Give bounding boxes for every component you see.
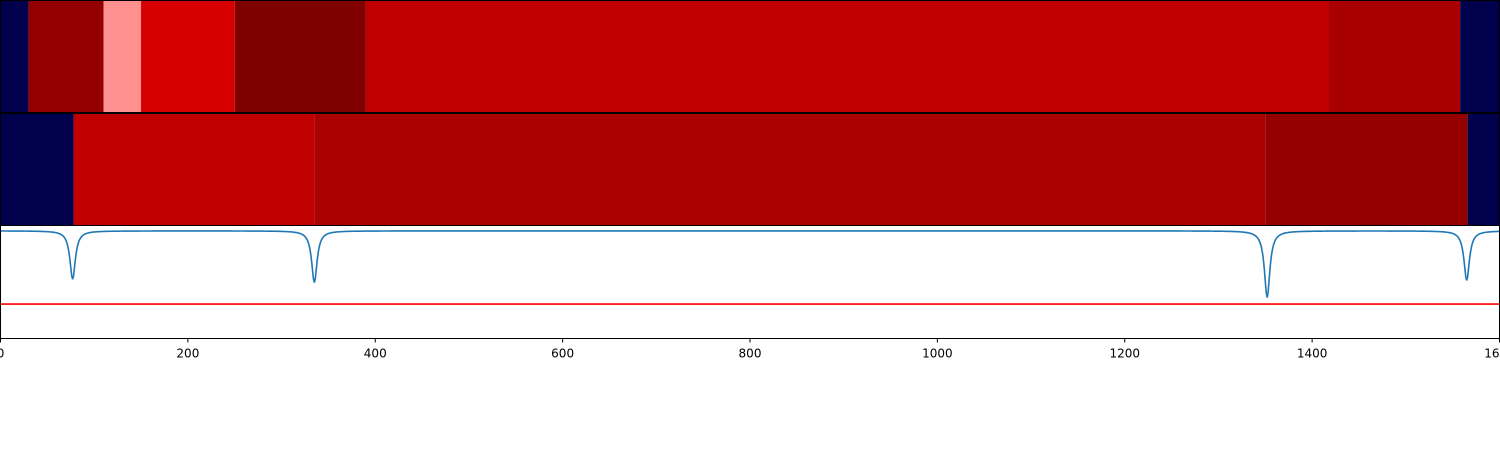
x-tick-label: 400 — [364, 347, 387, 361]
x-tick-label: 200 — [176, 347, 199, 361]
segmentation-b-segment-1 — [73, 113, 315, 226]
x-tick-label: 800 — [739, 347, 762, 361]
segmentation-a-segment-4 — [234, 0, 366, 113]
segmentation-row-a — [0, 0, 1500, 113]
segmentation-a-segment-1 — [28, 0, 104, 113]
x-tick-label: 1600 — [1484, 347, 1500, 361]
segmentation-a-segment-5 — [365, 0, 1329, 113]
segmentation-a-segment-3 — [141, 0, 235, 113]
segmentation-row-b — [0, 113, 1500, 226]
x-tick-label: 1000 — [922, 347, 953, 361]
segmentation-b-segment-0 — [0, 113, 74, 226]
signal-panel — [0, 225, 1500, 339]
segmentation-a-segment-7 — [1460, 0, 1500, 113]
segmentation-a-segment-6 — [1328, 0, 1461, 113]
segmentation-b-segment-4 — [1467, 113, 1500, 226]
x-tick-label: 1400 — [1297, 347, 1328, 361]
segmentation-b-segment-3 — [1265, 113, 1468, 226]
signal-line — [0, 230, 1500, 298]
signal-panel-background — [0, 225, 1500, 339]
segmentation-a-segment-2 — [103, 0, 142, 113]
segmentation-b-segment-2 — [314, 113, 1266, 226]
x-axis: 0 200 400 600 800 1000 1200 1400 1600 — [0, 338, 1500, 361]
segmentation-a-segment-0 — [0, 0, 29, 113]
x-tick-label: 0 — [0, 347, 4, 361]
x-tick-label: 600 — [551, 347, 574, 361]
x-tick-label: 1200 — [1109, 347, 1140, 361]
